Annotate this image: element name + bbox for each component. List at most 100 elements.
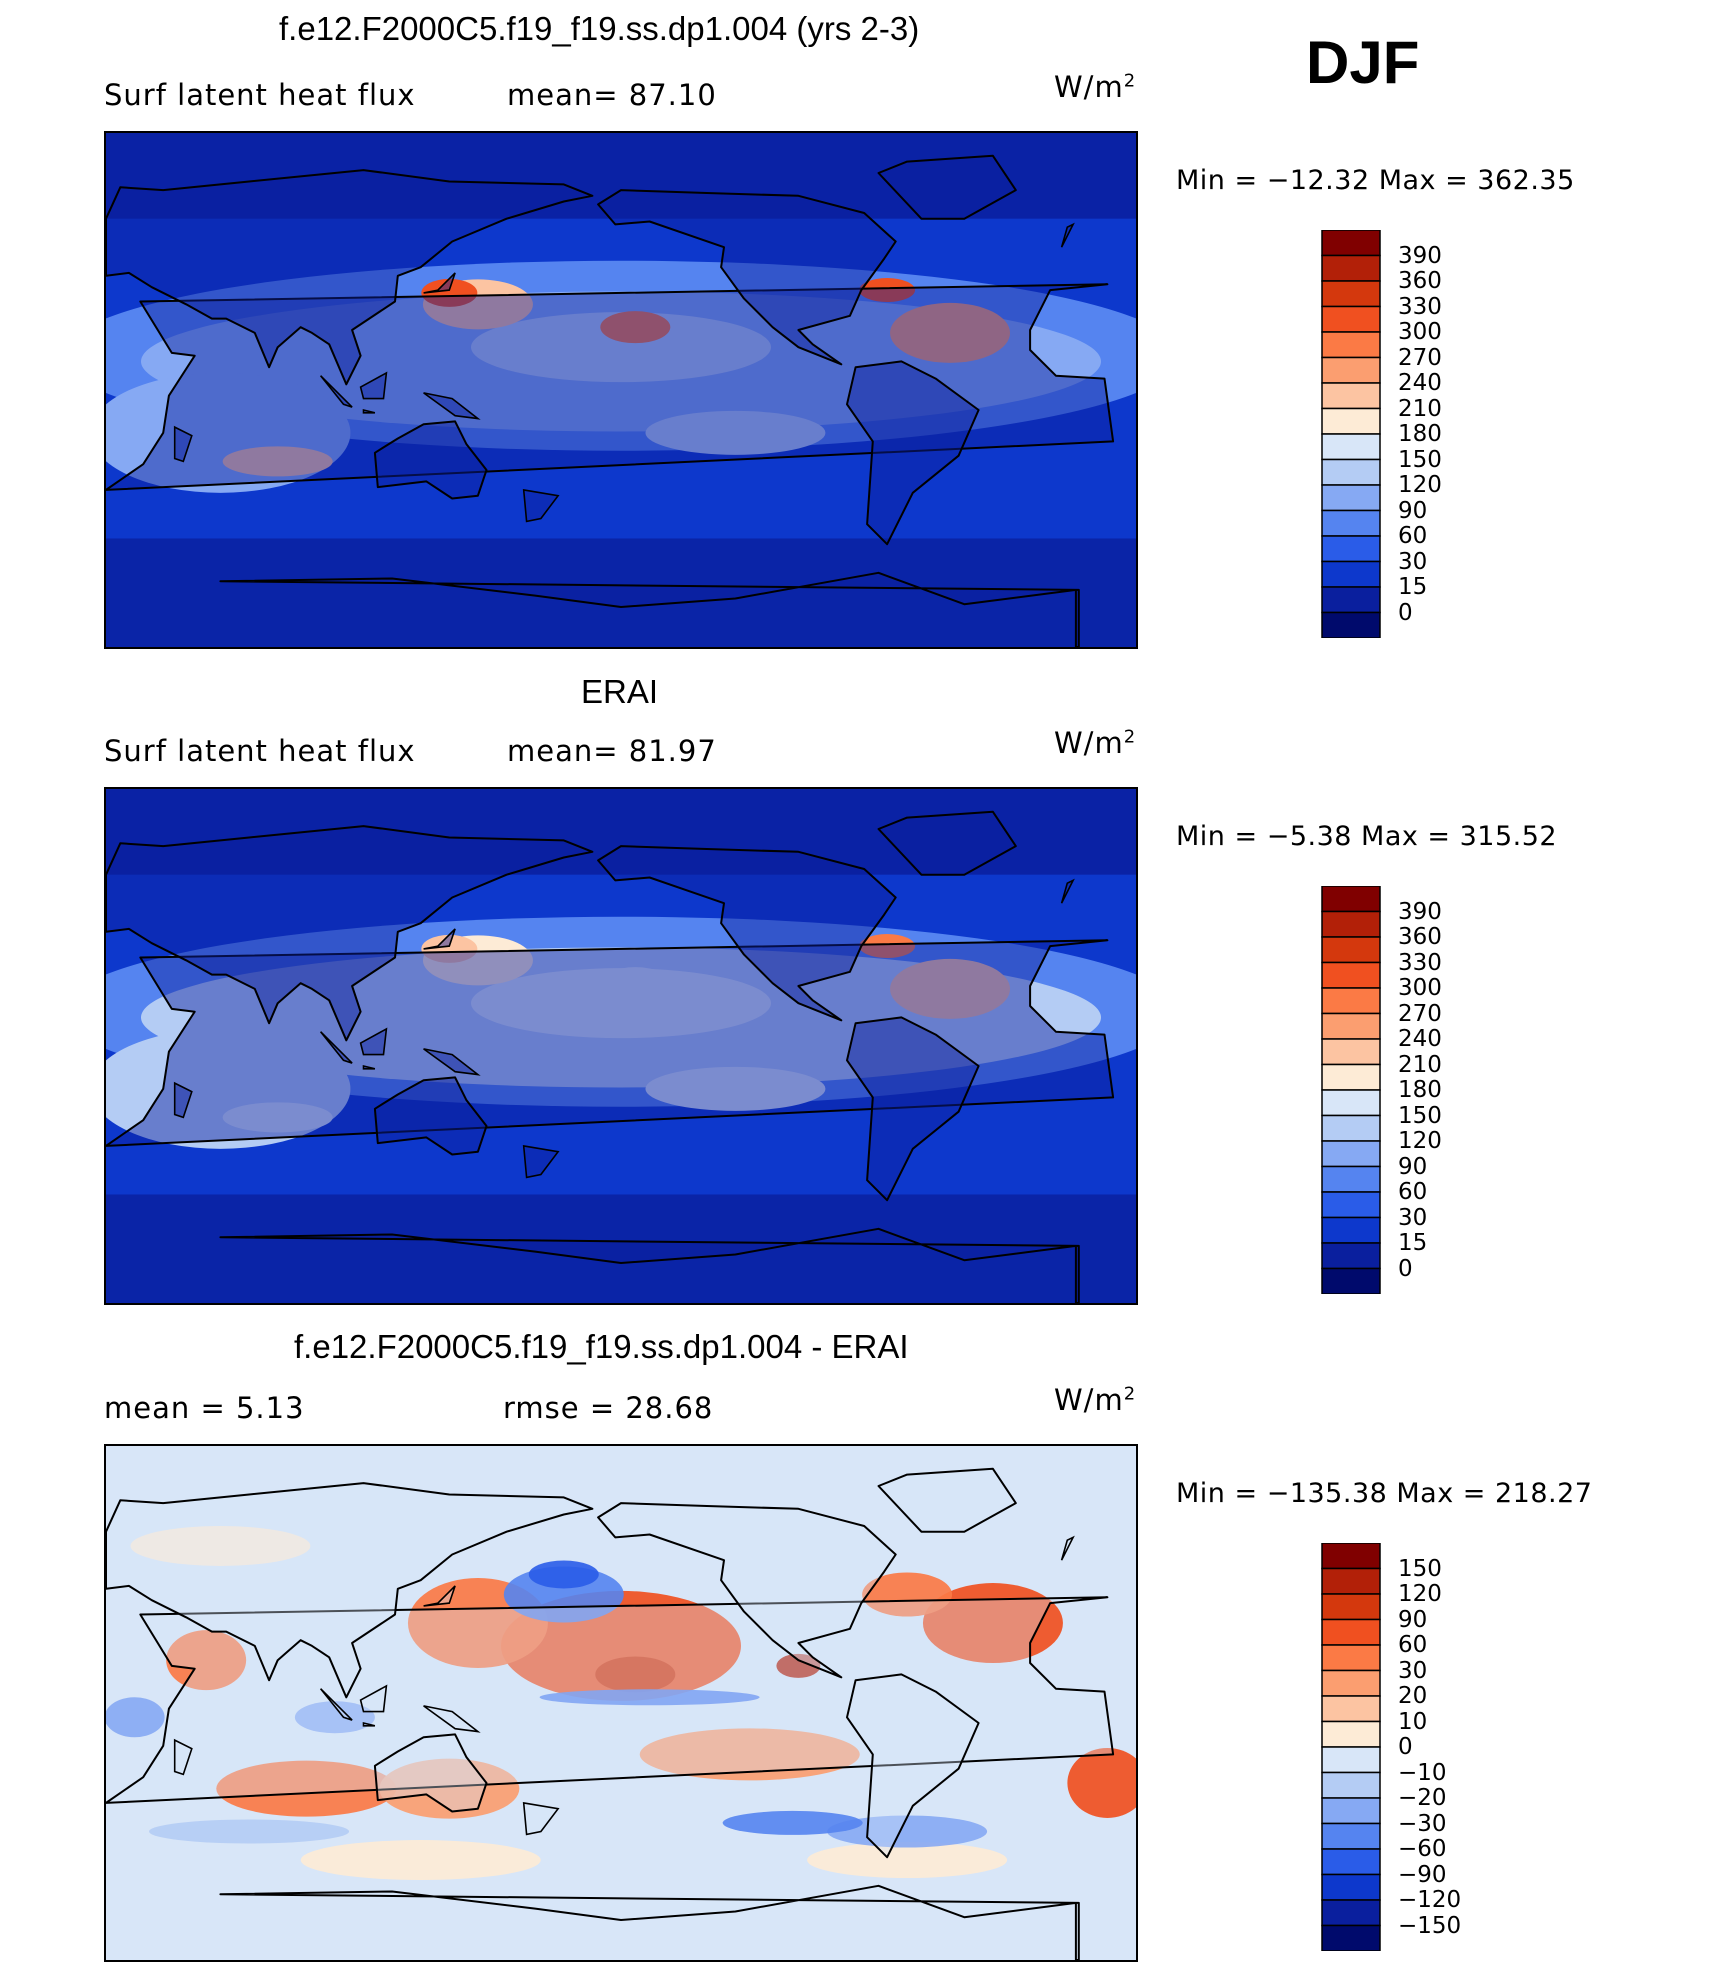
coastline (359, 1684, 388, 1713)
panel-2-units: W/m2 (1054, 726, 1137, 760)
colorbar-box (1321, 1191, 1381, 1219)
colorbar-label: 330 (1398, 293, 1442, 320)
colorbar-label: 390 (1398, 898, 1442, 925)
colorbar-box (1321, 1012, 1381, 1040)
colorbar-box (1321, 886, 1381, 913)
colorbar-box (1321, 1848, 1381, 1876)
colorbar-label: 300 (1398, 319, 1442, 345)
colorbar-box (1321, 936, 1381, 964)
colorbar-box (1321, 1267, 1381, 1294)
colorbar-label: 270 (1398, 1000, 1442, 1027)
colorbar-box (1321, 1618, 1381, 1646)
coastline (373, 420, 488, 500)
colorbar-label: −30 (1398, 1810, 1447, 1837)
colorbar-box (1321, 382, 1381, 410)
colorbar-label: 0 (1398, 1734, 1413, 1760)
colorbar-label: 0 (1398, 599, 1413, 626)
coastline (522, 488, 560, 523)
panel-3-colorbar (1321, 1543, 1381, 1951)
colorbar-label: 60 (1398, 523, 1428, 549)
coastline (373, 1076, 488, 1156)
coastline (319, 1031, 353, 1064)
coastline (423, 1048, 481, 1076)
colorbar-box (1321, 611, 1381, 638)
colorbar-label: 15 (1398, 1230, 1428, 1256)
colorbar-box (1321, 1771, 1381, 1799)
colorbar-label: −90 (1398, 1861, 1447, 1888)
coastline (106, 283, 1115, 491)
colorbar-box (1321, 987, 1381, 1015)
colorbar-box (1321, 280, 1381, 308)
colorbar-box (1321, 433, 1381, 461)
panel-3-units: W/m2 (1054, 1383, 1137, 1417)
panel-1-title: f.e12.F2000C5.f19_f19.ss.dp1.004 (yrs 2-… (279, 10, 920, 47)
coastline (597, 189, 897, 366)
colorbar-box (1321, 961, 1381, 989)
panel-2-title: ERAI (581, 673, 659, 710)
coastline (1060, 222, 1075, 248)
colorbar-box (1321, 1063, 1381, 1091)
colorbar-label: 20 (1398, 1683, 1428, 1709)
coastline (846, 360, 980, 546)
colorbar-label: 120 (1398, 1581, 1442, 1607)
colorbar-box (1321, 407, 1381, 435)
colorbar-label: 30 (1398, 1204, 1428, 1231)
colorbar-label: 120 (1398, 472, 1442, 498)
colorbar-box (1321, 1567, 1381, 1595)
colorbar-label: −20 (1398, 1785, 1447, 1811)
colorbar-label: 270 (1398, 344, 1442, 371)
colorbar-box (1321, 1822, 1381, 1850)
panel-2-map (104, 787, 1138, 1305)
colorbar-label: 240 (1398, 1026, 1442, 1052)
colorbar-label: −10 (1398, 1759, 1447, 1786)
colorbar-box (1321, 230, 1381, 257)
coastline (423, 392, 481, 420)
colorbar-label: 10 (1398, 1708, 1428, 1735)
coastline (877, 154, 1017, 220)
coastline (423, 1705, 481, 1733)
coastline (219, 571, 1080, 647)
panel-1-mean-label: mean= 87.10 (507, 78, 717, 112)
colorbar-box (1321, 305, 1381, 333)
coastline (359, 1027, 388, 1056)
colorbar-label: 90 (1398, 1153, 1428, 1180)
coastline (106, 169, 594, 386)
colorbar-box (1321, 1114, 1381, 1142)
colorbar-label: 300 (1398, 975, 1442, 1001)
panel-3-title: f.e12.F2000C5.f19_f19.ss.dp1.004 - ERAI (294, 1328, 909, 1365)
coastline (173, 1738, 193, 1776)
colorbar-label: 60 (1398, 1179, 1428, 1205)
colorbar-box (1321, 1644, 1381, 1672)
colorbar-label: 30 (1398, 1657, 1428, 1684)
colorbar-box (1321, 1216, 1381, 1244)
colorbar-box (1321, 1669, 1381, 1697)
panel-2-mean-label: mean= 81.97 (507, 734, 717, 768)
coastline (373, 1733, 488, 1813)
panel-2-min-max: Min = −5.38 Max = 315.52 (1176, 821, 1558, 852)
colorbar-label: 180 (1398, 421, 1442, 447)
panel-3-min-max: Min = −135.38 Max = 218.27 (1176, 1478, 1593, 1509)
colorbar-box (1321, 509, 1381, 537)
colorbar-label: 210 (1398, 395, 1442, 422)
coastline (423, 1585, 456, 1607)
colorbar-box (1321, 484, 1381, 512)
colorbar-box (1321, 1140, 1381, 1168)
coastline (1060, 1535, 1075, 1561)
colorbar-box (1321, 1695, 1381, 1723)
colorbar-box (1321, 1242, 1381, 1270)
coastline (106, 825, 594, 1042)
coastline (877, 1467, 1017, 1533)
coastline (359, 371, 388, 400)
colorbar-box (1321, 1899, 1381, 1927)
colorbar-box (1321, 254, 1381, 282)
colorbar-label: −120 (1398, 1887, 1462, 1913)
panel-1-min-max: Min = −12.32 Max = 362.35 (1176, 165, 1575, 196)
colorbar-box (1321, 1089, 1381, 1117)
panel-3-rmse-label: rmse = 28.68 (503, 1391, 714, 1425)
colorbar-label: 90 (1398, 497, 1428, 524)
coastline (362, 408, 376, 414)
coastline (423, 928, 456, 950)
coastline (597, 845, 897, 1022)
colorbar-label: −60 (1398, 1836, 1447, 1862)
colorbar-label: 360 (1398, 924, 1442, 950)
